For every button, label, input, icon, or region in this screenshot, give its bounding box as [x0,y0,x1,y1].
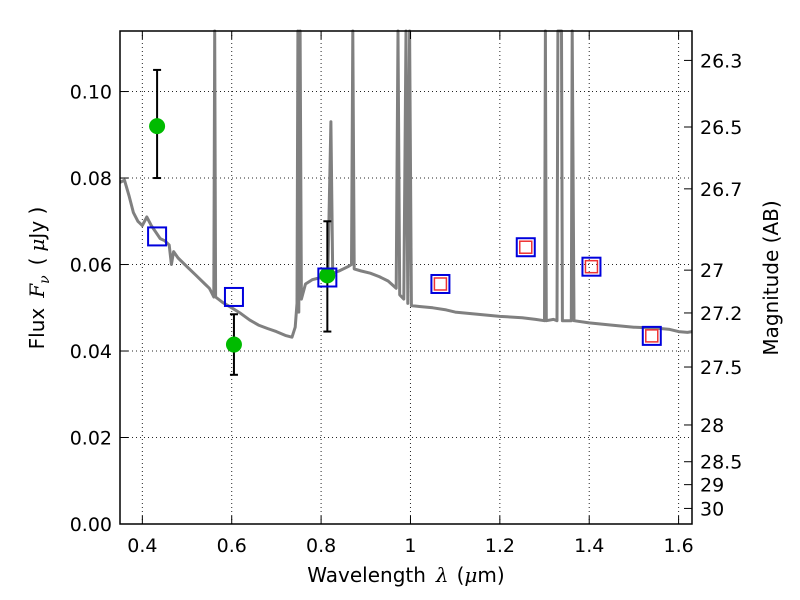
x-tick-label: 1.4 [574,535,604,557]
spectrum-layer [119,29,693,339]
x-tick-label: 1 [404,535,416,557]
y2-tick-label: 30 [700,498,724,520]
y2-tick-label: 28.5 [700,452,742,474]
y-tick-label: 0.00 [70,514,112,536]
model-photometry-square [641,325,662,346]
y2-tick-label: 26.5 [700,117,742,139]
y2-tick-label: 27.5 [700,357,742,379]
model-spectrum-line [119,29,693,339]
y-tick-label: 0.04 [70,341,112,363]
y2-tick-label: 26.7 [700,179,742,201]
x-axis-title: Wavelength λ (μm) [307,563,504,587]
upper-limit-square [519,240,533,254]
x-tick-label: 0.6 [217,535,247,557]
upper-limit-square [584,259,599,274]
y2-tick-label: 27 [700,260,724,282]
markers-layer [147,68,662,376]
x-tick-label: 1.6 [663,535,693,557]
plot-frame [119,30,693,525]
observed-point [225,336,242,353]
model-photometry-square [317,267,338,288]
x-tick-label: 0.8 [306,535,336,557]
y2-tick-label: 29 [700,475,724,497]
y2-tick-label: 27.2 [700,303,742,325]
y2-axis-title: Magnitude (AB) [759,200,783,355]
model-photometry-square [515,237,536,258]
axis-ticks [120,31,692,525]
upper-limit-square [433,277,448,291]
model-photometry-square [430,273,451,294]
axis-tick-labels: 0.4 0.6 0.8 1 1.2 1.4 1.6 0.00 0.02 0.04 0.06 0.08 0… [70,50,743,557]
observed-point [149,118,166,135]
y-tick-label: 0.02 [70,428,112,450]
y2-tick-label: 28 [700,415,724,437]
y-tick-label: 0.08 [70,168,112,190]
y2-tick-label: 26.3 [700,50,742,72]
model-photometry-square [223,286,244,307]
observed-point [319,267,336,284]
model-photometry-square [147,226,168,247]
model-photometry-square [581,256,602,277]
x-tick-label: 1.2 [485,535,515,557]
upper-limit-square [645,329,659,343]
y-axis-title: FluxFν(μJy ) [25,207,53,350]
y-tick-label: 0.06 [70,255,112,277]
x-tick-label: 0.4 [127,535,157,557]
y-tick-label: 0.10 [70,82,112,104]
